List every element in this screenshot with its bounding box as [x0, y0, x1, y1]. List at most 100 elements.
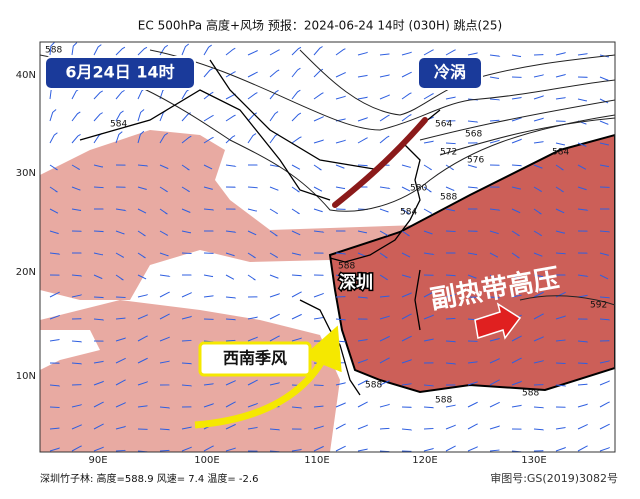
wind-barb [159, 132, 168, 144]
wind-barb [115, 208, 127, 212]
wind-barb [467, 381, 478, 386]
wind-barb [181, 292, 192, 298]
wind-barb [93, 164, 104, 168]
wind-barbs [49, 42, 611, 452]
wind-barb [357, 401, 368, 408]
wind-barb [203, 208, 215, 211]
wind-barb [379, 335, 390, 342]
monsoon-arrow [194, 325, 342, 429]
wind-barb [269, 335, 280, 342]
wind-barb [467, 446, 478, 452]
wind-barb [467, 423, 478, 430]
wind-barb [423, 406, 434, 409]
wind-barb [203, 274, 214, 278]
wind-barb [379, 380, 390, 386]
wind-barb [269, 382, 280, 386]
wind-barb [181, 384, 193, 387]
wind-barb [49, 164, 58, 171]
wind-barb [445, 96, 456, 100]
wind-barb [555, 73, 566, 78]
wind-barb [489, 252, 499, 258]
wind-barb [599, 142, 610, 146]
time-badge [44, 56, 196, 90]
wind-barb [115, 274, 124, 281]
wind-barb [555, 384, 567, 387]
wind-barb [357, 117, 368, 122]
wind-barb [489, 230, 499, 235]
wind-barb [401, 428, 413, 431]
wind-barb [379, 53, 390, 56]
wind-barb [71, 340, 83, 343]
wind-barb [577, 403, 588, 408]
wind-barb [511, 380, 522, 386]
wind-barb [313, 230, 325, 233]
wind-barb [71, 42, 78, 56]
wind-barb [225, 380, 236, 386]
wind-barb [181, 230, 192, 234]
subtropical-high-region [328, 133, 615, 394]
wind-barb [247, 336, 258, 342]
wind-barb [379, 403, 390, 408]
wind-barb [467, 186, 479, 189]
wind-barb [467, 274, 477, 279]
wind-barb [159, 449, 170, 452]
station-info: 深圳竹子林: 高度=588.9 风速= 7.4 温度= -2.6 [40, 472, 258, 485]
wind-barb [423, 338, 434, 342]
lat-labels: 40N 30N 20N 10N [16, 70, 36, 382]
wind-barb [93, 360, 104, 364]
wind-barb [489, 358, 500, 364]
wind-barb [577, 423, 588, 430]
wind-barb [357, 424, 368, 430]
wind-barb [291, 313, 302, 320]
wind-barb [49, 252, 61, 255]
wind-barb [401, 92, 412, 100]
contour-labels: 588 584 564 568 572 576 584 580 584 588 588 592 588 5… [45, 46, 607, 406]
wind-barb [423, 291, 434, 298]
wind-barb [599, 380, 610, 386]
wind-barb [137, 252, 146, 259]
wind-barb [555, 252, 566, 255]
wind-barb [49, 447, 60, 452]
title: EC 500hPa 高度+风场 预报：2024-06-24 14时 (030H)… [138, 18, 502, 33]
wind-barb [555, 186, 564, 193]
wind-barb [533, 274, 544, 278]
wind-barb [203, 44, 212, 56]
wind-barb [379, 357, 390, 364]
wind-barb [313, 164, 322, 171]
wind-barb [489, 98, 501, 101]
wind-barb [533, 95, 544, 100]
wind-barb [577, 142, 587, 147]
wind-barb [533, 359, 544, 364]
wind-barb [93, 274, 103, 280]
wind-barb [313, 208, 323, 213]
wind-barb [357, 51, 368, 56]
wind-barb [577, 52, 588, 56]
wind-barb [49, 132, 58, 144]
wind-barb [401, 274, 411, 278]
contour-label: 580 [410, 184, 427, 194]
wind-barb [269, 293, 280, 298]
wind-barb [357, 274, 366, 281]
wind-barb [159, 164, 169, 170]
wind-barb [313, 384, 324, 387]
vortex-badge [417, 56, 483, 90]
lat-label: 30N [16, 168, 36, 179]
wind-barb [555, 51, 566, 56]
wind-barb [225, 296, 237, 299]
wind-barb [357, 448, 368, 452]
wind-barb [335, 423, 346, 430]
wind-barb [489, 379, 500, 386]
wind-barb [335, 402, 346, 408]
wind-barb [577, 164, 587, 170]
wind-barb [555, 164, 564, 171]
wind-barb [269, 186, 279, 191]
wind-barb [423, 362, 434, 364]
wind-barb [599, 296, 610, 299]
wind-barb [71, 445, 82, 452]
wind-barb [247, 274, 256, 281]
wind-barb [533, 208, 542, 215]
wind-barb [137, 357, 148, 364]
wind-barb [203, 91, 214, 100]
wind-barb [445, 49, 456, 56]
wind-barb [225, 114, 236, 122]
